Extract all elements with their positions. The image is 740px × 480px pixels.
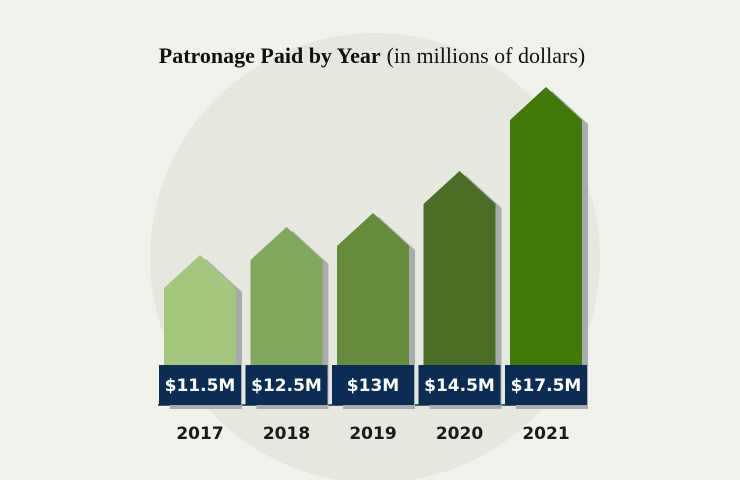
x-tick-label: 2018 bbox=[263, 424, 310, 444]
subtitle: (in millions of dollars) bbox=[387, 43, 586, 68]
bar bbox=[250, 227, 323, 405]
title: Patronage Paid by Year bbox=[159, 43, 381, 68]
chart-title: Patronage Paid by Year (in millions of do… bbox=[159, 43, 585, 68]
value-label: $13M bbox=[347, 376, 399, 396]
x-tick-label: 2017 bbox=[176, 424, 223, 444]
value-label: $11.5M bbox=[165, 376, 236, 396]
value-label: $17.5M bbox=[511, 376, 582, 396]
x-tick-label: 2021 bbox=[522, 424, 569, 444]
value-label-box bbox=[505, 365, 587, 405]
x-tick-label: 2020 bbox=[436, 424, 483, 444]
bar bbox=[510, 87, 582, 405]
bar bbox=[423, 171, 496, 405]
bar bbox=[337, 213, 409, 405]
value-label-box bbox=[418, 365, 501, 405]
value-label: $12.5M bbox=[251, 376, 322, 396]
value-label: $14.5M bbox=[424, 376, 495, 396]
value-label-box bbox=[159, 365, 241, 405]
value-label-box bbox=[332, 365, 414, 405]
value-label-box bbox=[245, 365, 328, 405]
x-tick-label: 2019 bbox=[349, 424, 396, 444]
